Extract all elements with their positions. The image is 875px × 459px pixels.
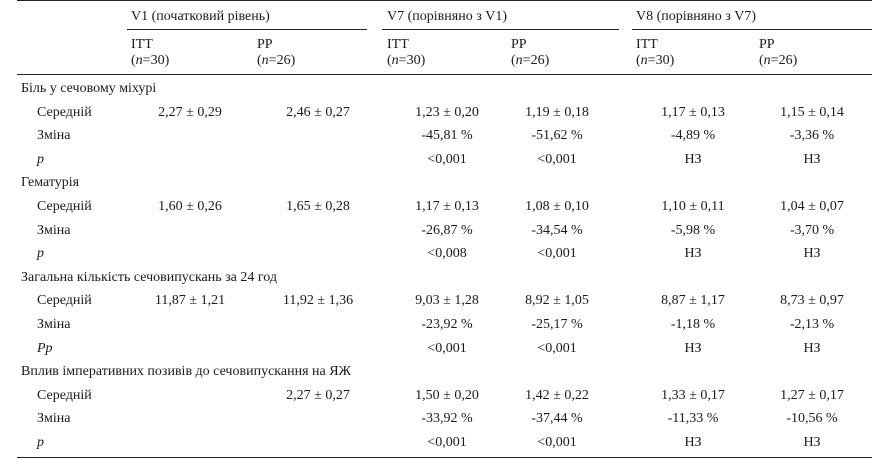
table-cell: -33,92 % — [421, 411, 473, 426]
sample-size-variable: n — [261, 53, 269, 68]
subcolumn-sample-size: (n=30) — [636, 53, 675, 68]
table-cell: -11,33 % — [667, 411, 719, 426]
table-cell: <0,001 — [537, 435, 577, 450]
subcolumn-name: PP — [759, 37, 775, 52]
table-cell: 1,04 ± 0,07 — [780, 199, 844, 214]
subcolumn-sample-size: (n=30) — [131, 53, 170, 68]
table-cell: -25,17 % — [531, 317, 583, 332]
table-cell: 1,42 ± 0,22 — [525, 388, 589, 403]
row-label: Зміна — [37, 223, 71, 238]
table-cell: 2,27 ± 0,29 — [158, 105, 222, 120]
row-label: Середній — [37, 388, 92, 403]
table-cell: 1,10 ± 0,11 — [661, 199, 725, 214]
row-label: p — [37, 435, 44, 450]
table-cell: 2,27 ± 0,27 — [286, 388, 350, 403]
table-cell: 1,19 ± 0,18 — [525, 105, 589, 120]
group-header-v8: V8 (порівняно з V7) — [636, 9, 756, 24]
row-label: p — [37, 152, 44, 167]
table-cell: 1,08 ± 0,10 — [525, 199, 589, 214]
table-cell: 1,60 ± 0,26 — [158, 199, 222, 214]
table-cell: НЗ — [684, 246, 702, 261]
table-cell: <0,001 — [427, 152, 467, 167]
table-cell: -37,44 % — [531, 411, 583, 426]
subcolumn-name: ІТТ — [131, 37, 153, 52]
group-rule-v7 — [382, 29, 619, 30]
table-cell: 8,87 ± 1,17 — [661, 293, 725, 308]
table-cell: 1,33 ± 0,17 — [661, 388, 725, 403]
table-cell: <0,001 — [537, 246, 577, 261]
table-cell: -51,62 % — [531, 128, 583, 143]
table-cell: НЗ — [803, 341, 821, 356]
subcolumn-name: PP — [511, 37, 527, 52]
table-cell: 8,73 ± 0,97 — [780, 293, 844, 308]
row-label: Зміна — [37, 128, 71, 143]
sample-size-variable: n — [391, 53, 399, 68]
table-cell: <0,001 — [537, 152, 577, 167]
section-title: Вплив імперативних позивів до сечовипуск… — [21, 364, 352, 379]
subcolumn-name: ІТТ — [387, 37, 409, 52]
sample-size-variable: n — [763, 53, 771, 68]
table-cell: <0,008 — [427, 246, 467, 261]
table-cell: -5,98 % — [670, 223, 716, 238]
group-header-v7: V7 (порівняно з V1) — [387, 9, 507, 24]
sample-size-variable: n — [135, 53, 143, 68]
row-label: Pp — [37, 341, 53, 356]
table-cell: НЗ — [684, 152, 702, 167]
row-label: Зміна — [37, 411, 71, 426]
header-bottom-rule — [17, 74, 872, 75]
table-cell: -26,87 % — [421, 223, 473, 238]
table-cell: НЗ — [803, 246, 821, 261]
table-cell: 11,87 ± 1,21 — [154, 293, 226, 308]
table-cell: 1,15 ± 0,14 — [780, 105, 844, 120]
table-cell: 2,46 ± 0,27 — [286, 105, 350, 120]
row-label: Зміна — [37, 317, 71, 332]
table-bottom-rule — [17, 457, 872, 458]
table-top-rule — [17, 0, 872, 1]
table-cell: НЗ — [803, 435, 821, 450]
table-cell: 11,92 ± 1,36 — [282, 293, 354, 308]
sample-size-variable: n — [515, 53, 523, 68]
table-cell: -4,89 % — [670, 128, 716, 143]
subcolumn-sample-size: (n=26) — [759, 53, 798, 68]
table-cell: <0,001 — [537, 341, 577, 356]
table-cell: -45,81 % — [421, 128, 473, 143]
table-cell: 1,50 ± 0,20 — [415, 388, 479, 403]
table-cell: -34,54 % — [531, 223, 583, 238]
sample-size-variable: n — [640, 53, 648, 68]
section-title: Гематурія — [21, 175, 80, 190]
subcolumn-name: PP — [257, 37, 273, 52]
table-cell: -3,36 % — [789, 128, 835, 143]
table-cell: НЗ — [684, 341, 702, 356]
table-cell: -3,70 % — [789, 223, 835, 238]
group-rule-v1 — [127, 29, 367, 30]
row-label: Середній — [37, 199, 92, 214]
table-cell: -1,18 % — [670, 317, 716, 332]
row-label: Середній — [37, 105, 92, 120]
table-cell: НЗ — [684, 435, 702, 450]
subcolumn-name: ІТТ — [636, 37, 658, 52]
subcolumn-sample-size: (n=26) — [257, 53, 296, 68]
table-cell: -10,56 % — [786, 411, 838, 426]
table-cell: 1,17 ± 0,13 — [415, 199, 479, 214]
table-cell: 8,92 ± 1,05 — [525, 293, 589, 308]
group-header-v1: V1 (початковий рівень) — [131, 9, 270, 24]
table-cell: <0,001 — [427, 435, 467, 450]
row-label: p — [37, 246, 44, 261]
group-rule-v8 — [632, 29, 872, 30]
section-title: Біль у сечовому міхурі — [21, 81, 157, 96]
table-cell: 1,23 ± 0,20 — [415, 105, 479, 120]
table-cell: 1,27 ± 0,17 — [780, 388, 844, 403]
table-cell: 9,03 ± 1,28 — [415, 293, 479, 308]
subcolumn-sample-size: (n=26) — [511, 53, 550, 68]
row-label: Середній — [37, 293, 92, 308]
table-cell: <0,001 — [427, 341, 467, 356]
table-cell: 1,17 ± 0,13 — [661, 105, 725, 120]
table-cell: 1,65 ± 0,28 — [286, 199, 350, 214]
table-cell: -23,92 % — [421, 317, 473, 332]
section-title: Загальна кількість сечовипускань за 24 г… — [21, 270, 277, 285]
table-cell: НЗ — [803, 152, 821, 167]
subcolumn-sample-size: (n=30) — [387, 53, 426, 68]
table-cell: -2,13 % — [789, 317, 835, 332]
